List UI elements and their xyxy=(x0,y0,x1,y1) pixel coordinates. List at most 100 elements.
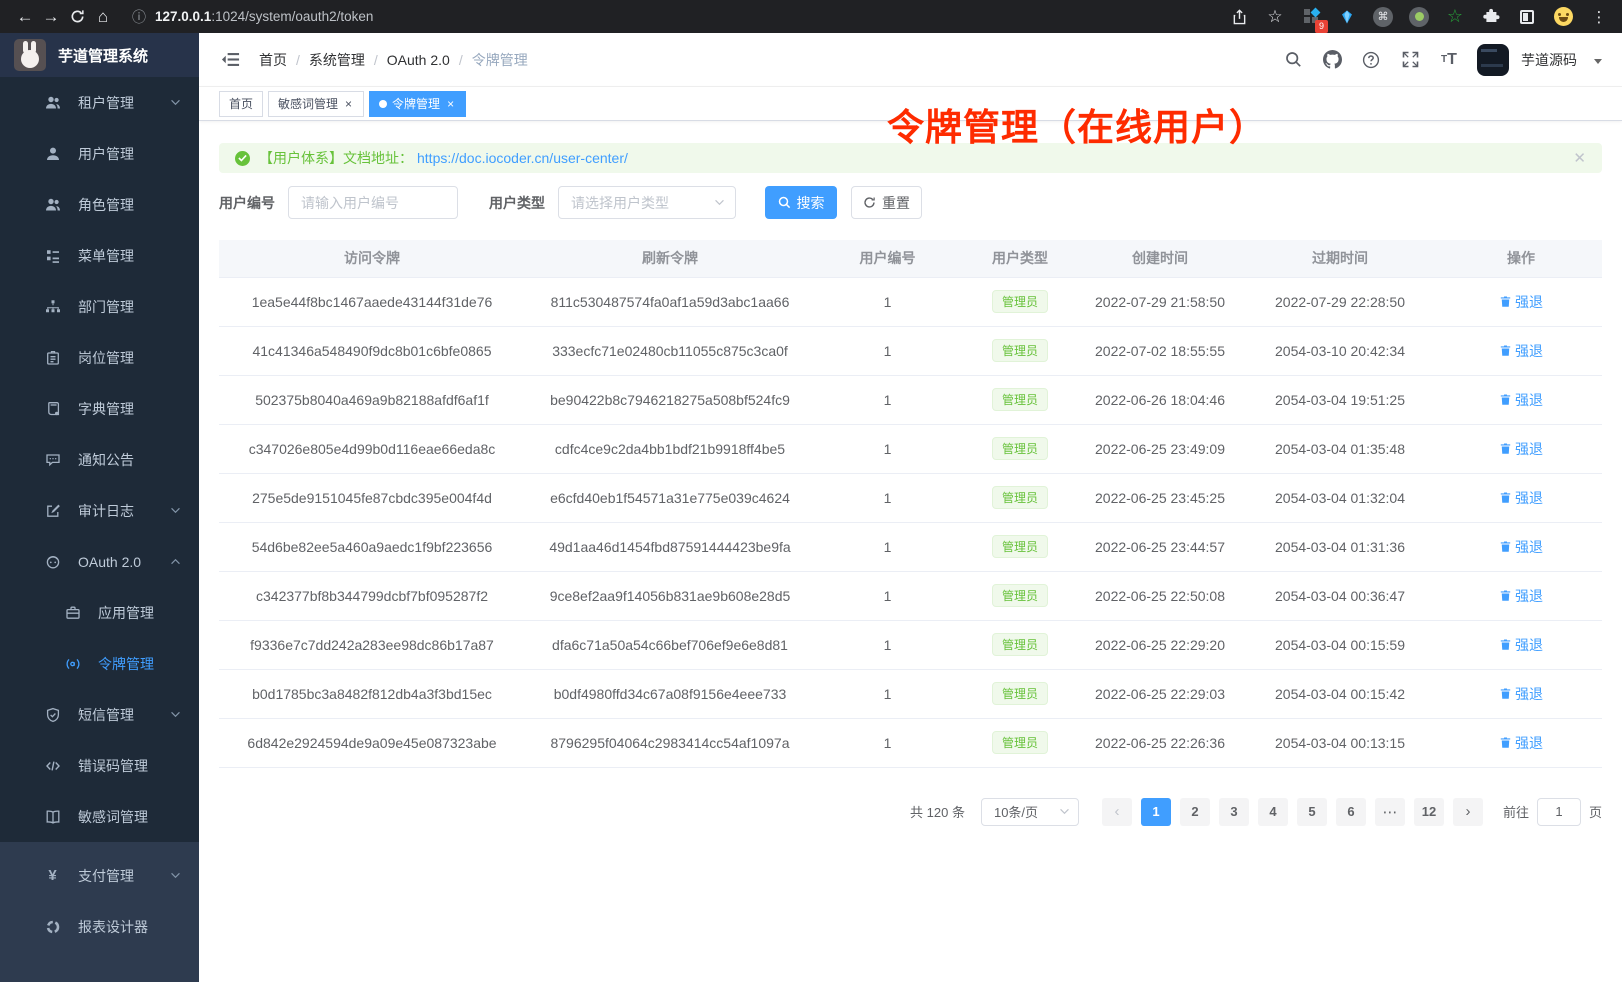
breadcrumb-item[interactable]: OAuth 2.0 xyxy=(386,51,450,68)
breadcrumb-item[interactable]: 系统管理 xyxy=(308,51,365,68)
page-button[interactable]: 1 xyxy=(1140,797,1171,826)
force-logout-button[interactable]: 强退 xyxy=(1499,586,1543,606)
sidebar-item-label: 应用管理 xyxy=(98,604,154,621)
page-button[interactable]: 6 xyxy=(1335,797,1366,826)
avatar[interactable] xyxy=(1477,43,1509,76)
sidebar-item[interactable]: 租户管理 xyxy=(0,77,199,128)
search-button[interactable]: 搜索 xyxy=(765,186,837,219)
access-token-cell: f9336e7c7dd242a283ee98dc86b17a87 xyxy=(219,620,525,670)
sidebar-item[interactable]: 岗位管理 xyxy=(0,332,199,383)
close-icon[interactable]: × xyxy=(447,96,455,111)
sidebar-item-label: 字典管理 xyxy=(78,400,134,417)
profile-emoji-icon[interactable] xyxy=(1552,6,1574,28)
sidebar-item[interactable]: 错误码管理 xyxy=(0,740,199,791)
menu-tree-icon xyxy=(44,247,61,264)
sidebar-item[interactable]: 敏感词管理 xyxy=(0,791,199,842)
star-extension-icon[interactable]: ☆ xyxy=(1446,6,1464,26)
record-extension-icon[interactable] xyxy=(1408,6,1430,28)
page-button[interactable]: 3 xyxy=(1218,797,1249,826)
gem-extension-icon[interactable] xyxy=(1336,6,1358,28)
search-icon[interactable] xyxy=(1282,49,1304,71)
sidebar-item[interactable]: 应用管理 xyxy=(0,587,199,638)
sidebar-item[interactable]: 菜单管理 xyxy=(0,230,199,281)
browser-menu-icon[interactable]: ⋮ xyxy=(1591,8,1607,26)
browser-home-icon[interactable]: ⌂ xyxy=(97,6,109,26)
sidebar-item[interactable]: 部门管理 xyxy=(0,281,199,332)
address-bar[interactable]: ⓘ 127.0.0.1:1024/system/oauth2/token xyxy=(132,7,373,27)
sidebar-collapse-icon[interactable] xyxy=(219,49,241,71)
user-type-badge: 管理员 xyxy=(991,339,1048,362)
next-page-button[interactable]: › xyxy=(1452,797,1483,826)
column-header: 用户编号 xyxy=(815,240,960,278)
extensions-icon[interactable]: 9 xyxy=(1300,6,1328,33)
sidebar-item[interactable]: 字典管理 xyxy=(0,383,199,434)
page-button[interactable]: 12 xyxy=(1413,797,1444,826)
github-icon[interactable] xyxy=(1321,49,1343,71)
force-logout-label: 强退 xyxy=(1515,734,1543,751)
sidebar-item[interactable]: 审计日志 xyxy=(0,485,199,536)
sidebar-item-label: 通知公告 xyxy=(78,451,134,468)
force-logout-button[interactable]: 强退 xyxy=(1499,537,1543,557)
table-row: 275e5de9151045fe87cbdc395e004f4d e6cfd40e… xyxy=(219,473,1602,523)
reset-button[interactable]: 重置 xyxy=(851,186,922,219)
trash-icon xyxy=(1499,393,1512,406)
table-row: c347026e805e4d99b0d116eae66eda8c cdfc4ce9… xyxy=(219,424,1602,474)
sidebar-item[interactable]: 短信管理 xyxy=(0,689,199,740)
force-logout-button[interactable]: 强退 xyxy=(1499,733,1543,753)
force-logout-button[interactable]: 强退 xyxy=(1499,341,1543,361)
share-icon[interactable] xyxy=(1228,6,1250,28)
breadcrumb-item[interactable]: 首页 xyxy=(259,51,287,68)
force-logout-button[interactable]: 强退 xyxy=(1499,488,1543,508)
page-button[interactable]: 2 xyxy=(1179,797,1210,826)
help-icon[interactable] xyxy=(1360,49,1382,71)
user-id-input[interactable] xyxy=(288,186,458,219)
force-logout-button[interactable]: 强退 xyxy=(1499,390,1543,410)
chevron-down-icon[interactable] xyxy=(1594,58,1602,64)
doc-link[interactable]: https://doc.iocoder.cn/user-center/ xyxy=(417,150,628,166)
force-logout-button[interactable]: 强退 xyxy=(1499,635,1543,655)
sidebar-item[interactable]: ¥ 支付管理 xyxy=(0,850,199,901)
force-logout-button[interactable]: 强退 xyxy=(1499,439,1543,459)
open-book-icon xyxy=(44,808,61,825)
browser-reload-icon[interactable] xyxy=(64,4,90,30)
sidebar-item[interactable]: OAuth 2.0 xyxy=(0,536,199,587)
sidebar-item[interactable]: 令牌管理 xyxy=(0,638,199,689)
site-info-icon[interactable]: ⓘ xyxy=(132,8,146,25)
command-extension-icon[interactable]: ⌘ xyxy=(1372,6,1394,28)
more-pages-button[interactable]: ⋯ xyxy=(1374,797,1405,826)
bookmark-star-icon[interactable]: ☆ xyxy=(1267,6,1283,26)
goto-page-input[interactable] xyxy=(1536,797,1581,826)
app-logo-bar[interactable]: 芋道管理系统 xyxy=(0,33,199,77)
page-button[interactable]: 5 xyxy=(1296,797,1327,826)
user-name[interactable]: 芋道源码 xyxy=(1521,51,1577,68)
page-button[interactable]: 4 xyxy=(1257,797,1288,826)
prev-page-button[interactable]: ‹ xyxy=(1101,797,1132,826)
close-icon[interactable]: × xyxy=(345,96,353,111)
sidebar-item[interactable]: 角色管理 xyxy=(0,179,199,230)
sidebar-item-label: 支付管理 xyxy=(78,867,134,884)
browser-back-icon[interactable]: ← xyxy=(16,6,34,26)
sidebar-item[interactable]: 报表设计器 xyxy=(0,901,199,952)
table-header-row: 访问令牌 刷新令牌 用户编号 用户类型 创建时间 过期时间 操作 xyxy=(219,240,1602,278)
force-logout-button[interactable]: 强退 xyxy=(1499,684,1543,704)
tag-tab[interactable]: 敏感词管理 × xyxy=(268,90,365,117)
force-logout-button[interactable]: 强退 xyxy=(1499,292,1543,312)
access-token-cell: 6d842e2924594de9a09e45e087323abe xyxy=(219,718,525,768)
report-donut-icon xyxy=(44,918,61,935)
tag-label: 敏感词管理 xyxy=(278,97,339,111)
puzzle-extension-icon[interactable] xyxy=(1480,6,1502,28)
close-icon[interactable]: ✕ xyxy=(1573,150,1586,167)
fullscreen-icon[interactable] xyxy=(1399,49,1421,71)
force-logout-label: 强退 xyxy=(1515,538,1543,555)
sidebar-item[interactable]: 用户管理 xyxy=(0,128,199,179)
access-token-cell: 1ea5e44f8bc1467aaede43144f31de76 xyxy=(219,277,525,327)
browser-forward-icon[interactable]: → xyxy=(42,6,60,26)
tag-tab[interactable]: 首页 xyxy=(219,90,264,117)
tag-tab[interactable]: 令牌管理 × xyxy=(369,90,467,117)
split-screen-icon[interactable] xyxy=(1516,6,1538,28)
sidebar-item[interactable]: 通知公告 xyxy=(0,434,199,485)
content: 【用户体系】文档地址： https://doc.iocoder.cn/user-… xyxy=(199,121,1622,826)
page-size-select[interactable]: 10条/页 xyxy=(980,797,1079,826)
user-type-select[interactable]: 请选择用户类型 xyxy=(558,186,736,219)
